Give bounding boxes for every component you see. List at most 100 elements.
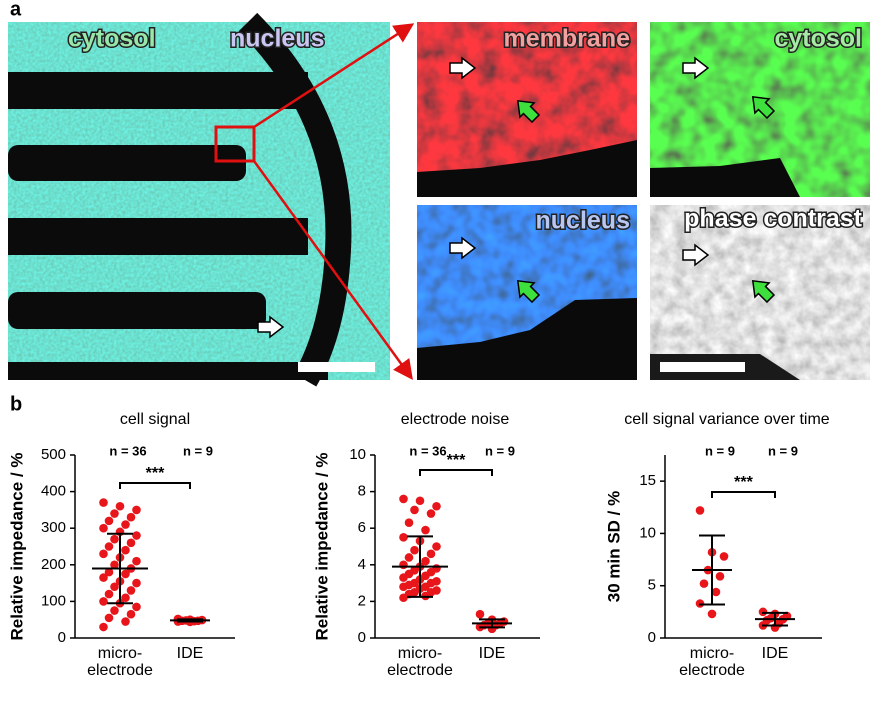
data-point [99, 549, 108, 559]
y-tick-label: 500 [41, 446, 66, 463]
data-point [99, 573, 108, 582]
data-point [126, 512, 136, 522]
data-point [404, 553, 414, 562]
chart-title: cell signal variance over time [624, 411, 830, 428]
data-point [110, 582, 119, 592]
data-point [110, 606, 119, 615]
data-point [410, 545, 419, 555]
significance-bracket [419, 469, 493, 476]
n-label: n = 9 [768, 443, 798, 458]
y-tick-label: 4 [358, 556, 366, 573]
data-point [399, 593, 408, 603]
x-tick-label: micro- electrode [87, 645, 153, 679]
n-label: n = 36 [409, 443, 446, 458]
data-point [399, 533, 408, 542]
data-point [104, 542, 114, 551]
data-point [410, 505, 419, 515]
y-tick-label: 15 [639, 472, 656, 489]
y-axis-label: 30 min SD / % [604, 491, 623, 602]
zoom-line [252, 160, 413, 381]
electrode-stripes [8, 72, 328, 380]
data-point [126, 586, 136, 595]
data-point [758, 607, 768, 617]
data-point [99, 498, 108, 507]
y-tick-label: 100 [41, 592, 66, 609]
zoom-image: membrane [417, 22, 637, 197]
data-point [121, 569, 130, 579]
y-tick-label: 300 [41, 519, 66, 536]
data-point [695, 506, 705, 515]
y-tick-label: 0 [648, 629, 656, 646]
chart-title: electrode noise [401, 411, 510, 428]
y-tick-label: 200 [41, 556, 66, 573]
zoom-line [253, 23, 415, 129]
data-point [104, 567, 114, 577]
n-label: n = 9 [485, 443, 515, 458]
image-label: cytosol [68, 25, 156, 53]
data-point [426, 509, 436, 518]
data-point [104, 589, 114, 599]
x-tick-label: micro- electrode [387, 645, 453, 679]
data-point [432, 501, 441, 511]
data-point [132, 556, 141, 566]
data-point [121, 545, 130, 555]
n-label: n = 36 [109, 443, 146, 458]
y-tick-label: 10 [639, 524, 656, 541]
image-label: nucleus [536, 207, 630, 235]
data-point [404, 518, 414, 528]
data-point [99, 597, 108, 606]
y-tick-label: 10 [349, 446, 366, 463]
data-point [121, 617, 130, 626]
data-point [115, 501, 125, 511]
x-tick-label: IDE [176, 645, 204, 662]
y-axis-label: Relative impedance / % [312, 452, 331, 640]
data-point [110, 534, 119, 544]
data-point [132, 602, 141, 612]
data-point [110, 560, 119, 570]
data-point [399, 582, 408, 592]
y-tick-label: 0 [58, 629, 66, 646]
significance-label: *** [447, 452, 466, 469]
data-point [99, 622, 108, 632]
chart-title: cell signal [120, 411, 190, 428]
data-point [699, 579, 709, 588]
data-point [719, 552, 729, 561]
y-tick-label: 400 [41, 483, 66, 500]
panel-label: b [10, 393, 22, 415]
zoom-image: phase contrast [650, 203, 870, 380]
data-point [426, 549, 436, 559]
significance-label: *** [734, 474, 753, 491]
image-label: phase contrast [684, 205, 863, 233]
y-tick-label: 8 [358, 483, 366, 500]
zoom-box [214, 125, 256, 163]
data-point [126, 538, 136, 548]
panel-label: a [10, 0, 22, 20]
scale-bar [298, 362, 375, 372]
significance-bracket [119, 482, 191, 489]
data-point [715, 572, 725, 581]
data-point [399, 494, 408, 504]
data-point [421, 525, 430, 535]
data-point [421, 556, 430, 566]
y-tick-label: 6 [358, 519, 366, 536]
data-point [132, 505, 141, 515]
data-point [432, 542, 441, 551]
n-label: n = 9 [183, 443, 213, 458]
zoom-image: cytosol [650, 22, 870, 197]
data-point [99, 523, 108, 533]
data-point [399, 560, 408, 570]
y-axis-label: Relative impedance / % [7, 452, 26, 640]
data-point [121, 593, 130, 603]
data-point [110, 509, 119, 518]
x-tick-label: micro- electrode [679, 645, 745, 679]
image-label: nucleus [230, 25, 324, 53]
image-label: membrane [504, 25, 631, 53]
significance-bracket [711, 491, 776, 498]
x-tick-label: IDE [761, 645, 789, 662]
data-point [475, 609, 485, 619]
data-point [132, 578, 141, 588]
y-tick-label: 5 [648, 577, 656, 594]
data-point [126, 609, 136, 619]
